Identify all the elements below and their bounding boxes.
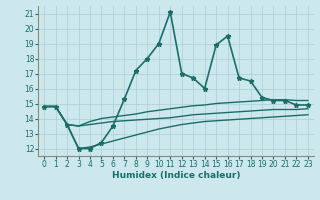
X-axis label: Humidex (Indice chaleur): Humidex (Indice chaleur) [112, 171, 240, 180]
